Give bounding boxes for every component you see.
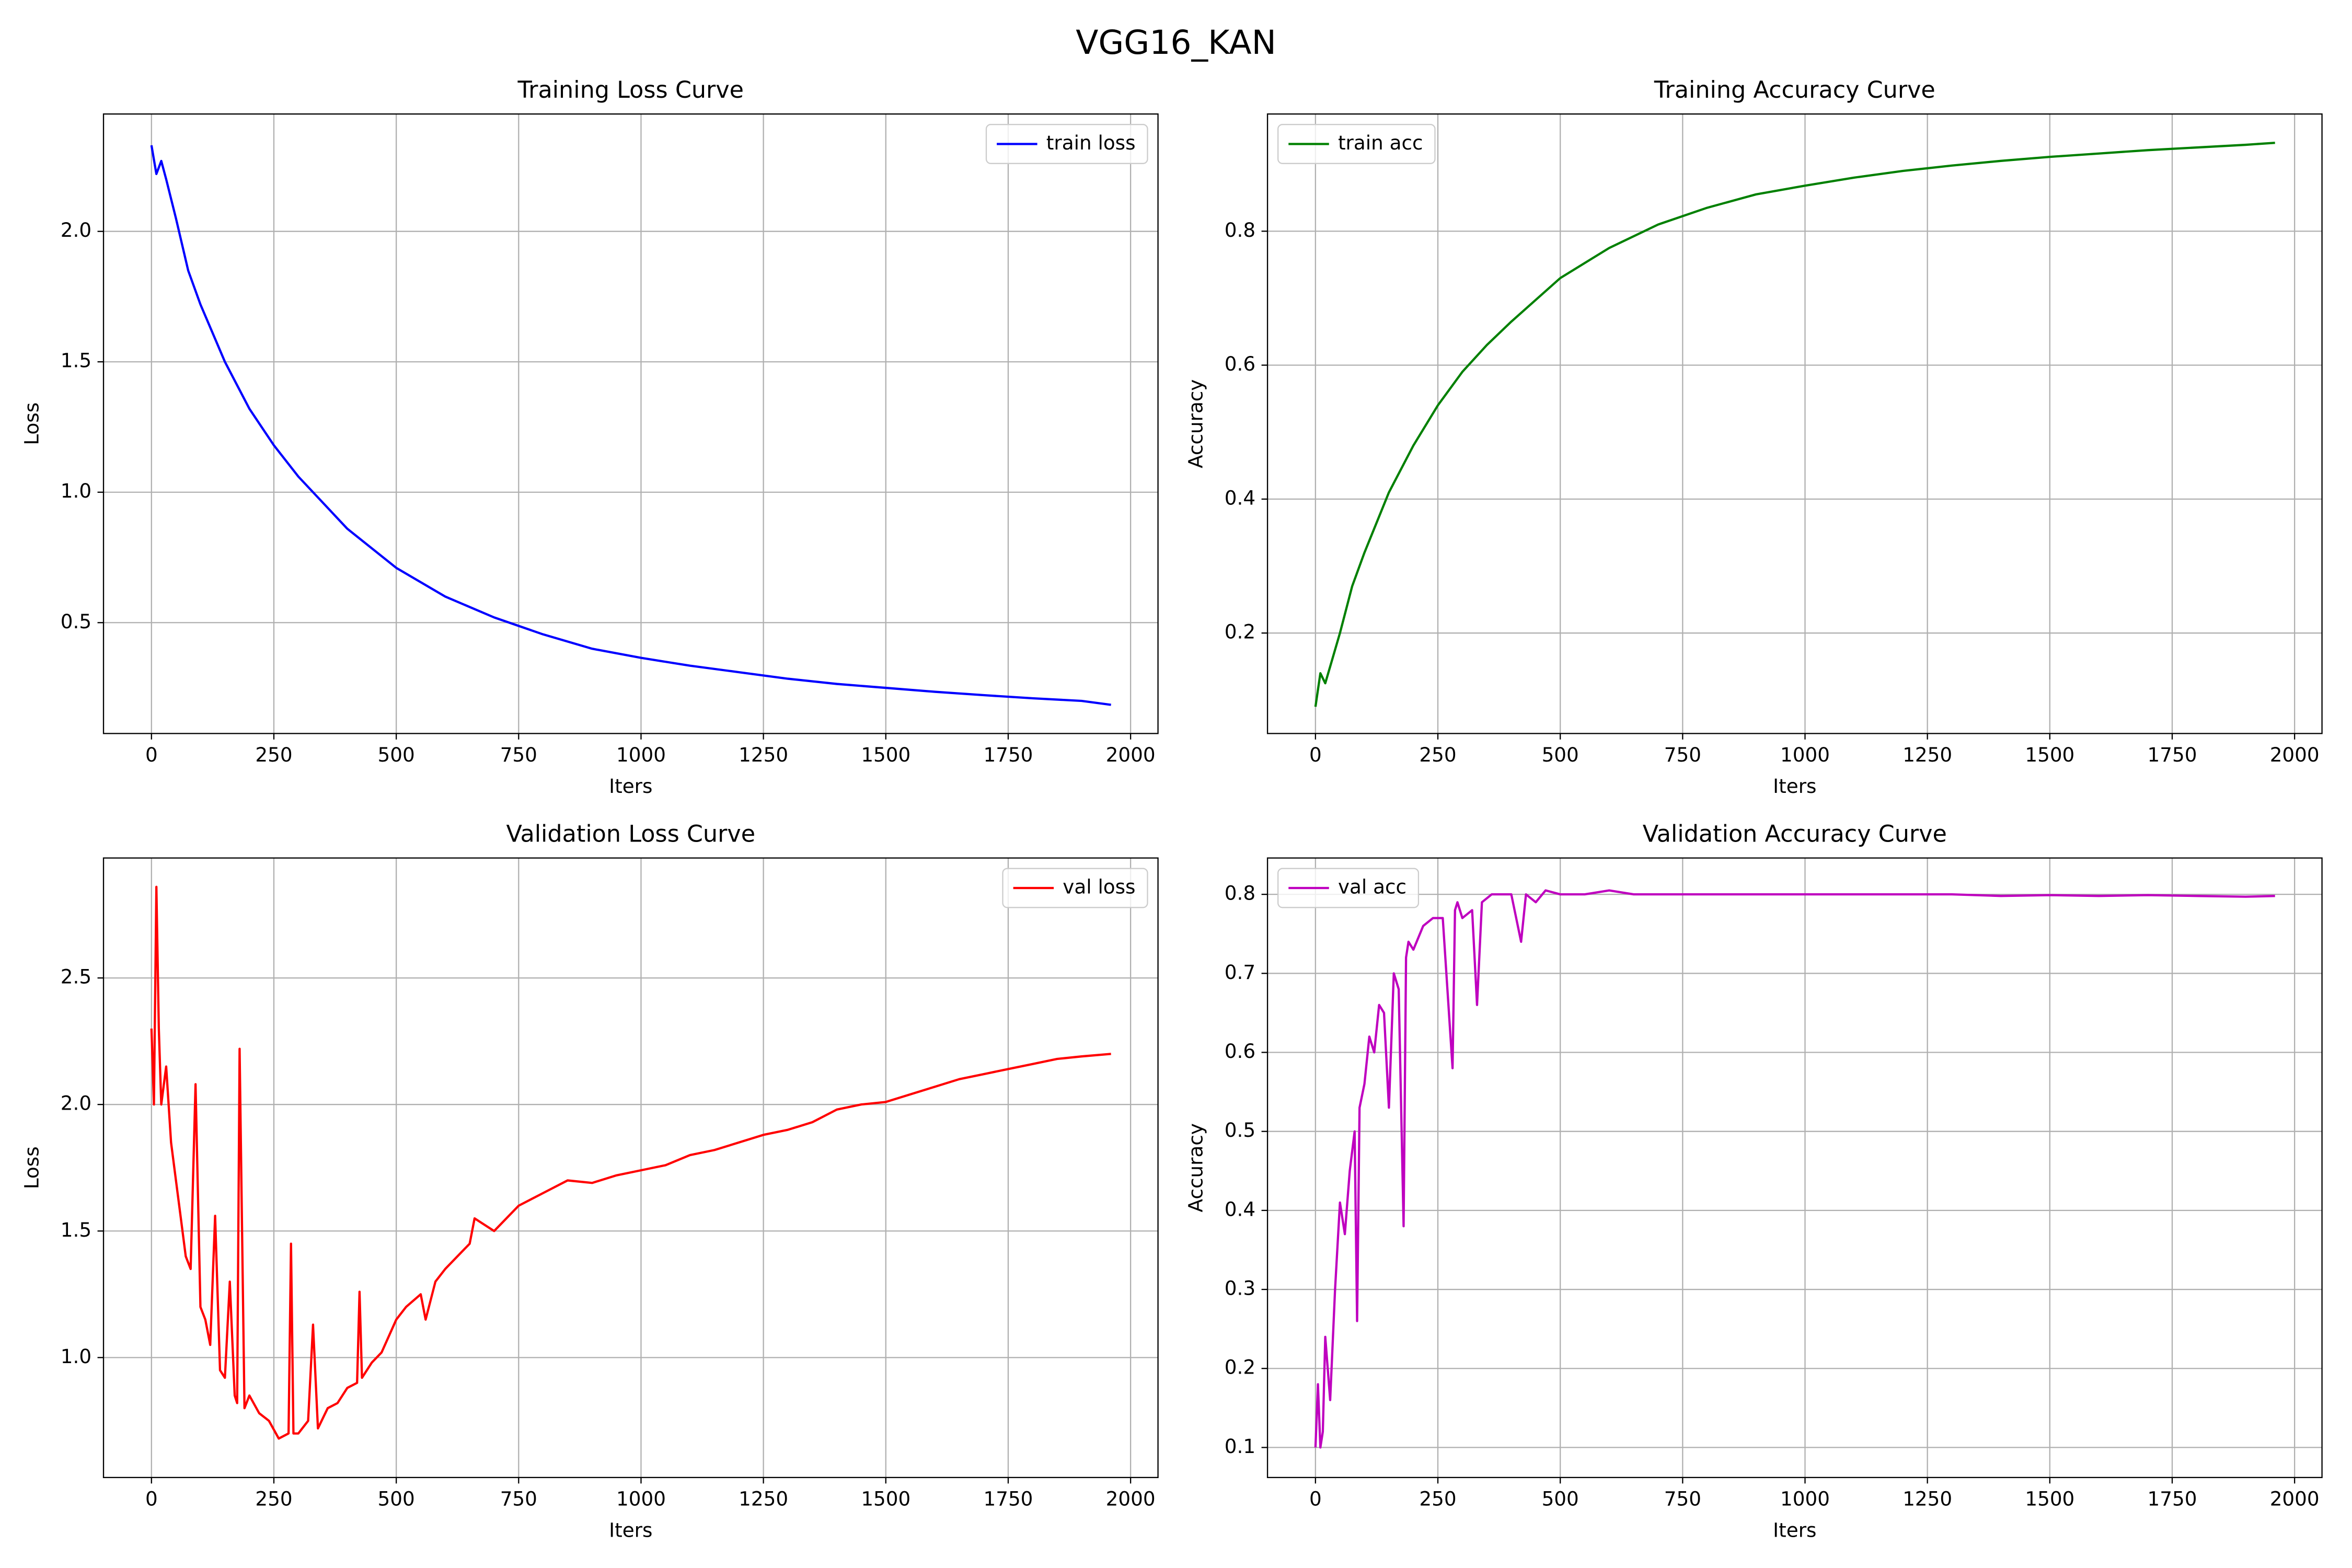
y-tick-label: 2.0 [61,218,91,241]
y-axis-label: Loss [20,402,43,445]
y-tick-label: 0.8 [1225,882,1255,905]
x-tick-label: 750 [1664,1487,1701,1510]
y-tick-label: 0.5 [1225,1119,1255,1142]
line-series [150,145,1111,706]
y-tick-label: 0.5 [61,610,91,633]
x-tick-label: 250 [255,1487,292,1510]
x-axis-label: Iters [609,1519,652,1542]
x-tick-label: 1750 [983,1487,1033,1510]
x-tick-label: 250 [1419,743,1456,766]
line-series [1314,142,2275,707]
x-tick-label: 0 [145,1487,158,1510]
axes-frame [1266,113,2323,734]
plot-area [150,885,1111,1440]
legend-label: val loss [1063,875,1135,898]
x-axis-label: Iters [1773,1519,1816,1542]
x-tick-label: 750 [500,1487,537,1510]
y-axis-label: Loss [20,1146,43,1189]
x-tick-label: 500 [1542,1487,1579,1510]
x-tick-label: 1000 [616,743,666,766]
y-axis-label: Accuracy [1184,379,1207,468]
y-tick-label: 1.0 [61,1345,91,1368]
x-tick-label: 1000 [1780,743,1830,766]
y-tick-label: 1.0 [61,479,91,502]
legend: val acc [1277,868,1420,908]
plot-area [1314,142,2275,707]
y-tick-label: 0.4 [1225,486,1255,509]
subplot-title: Training Accuracy Curve [1654,77,1935,103]
x-tick-label: 1250 [739,743,788,766]
x-tick-label: 500 [378,1487,415,1510]
x-tick-label: 500 [1542,743,1579,766]
x-tick-label: 2000 [1106,1487,1156,1510]
legend-label: train acc [1338,131,1423,154]
subplot-title: Validation Loss Curve [506,821,755,848]
legend: train acc [1277,124,1436,164]
y-tick-label: 0.1 [1225,1435,1255,1458]
y-tick-label: 1.5 [61,349,91,372]
legend-label: train loss [1046,131,1136,154]
y-tick-label: 0.2 [1225,1356,1255,1379]
x-tick-label: 1250 [739,1487,788,1510]
subplot-title: Training Loss Curve [517,77,744,103]
x-tick-label: 1500 [2025,1487,2074,1510]
plot-area [1314,889,2275,1449]
x-tick-label: 1000 [616,1487,666,1510]
legend-frame [985,124,1148,164]
x-tick-label: 1250 [1903,1487,1952,1510]
x-tick-label: 750 [1664,743,1701,766]
axes-frame [102,113,1159,734]
x-tick-label: 500 [378,743,415,766]
y-tick-label: 0.6 [1225,352,1255,375]
y-tick-label: 0.2 [1225,620,1255,643]
legend-frame [1002,868,1148,908]
y-tick-label: 0.6 [1225,1040,1255,1063]
x-tick-label: 1750 [2148,1487,2197,1510]
x-tick-label: 1750 [2148,743,2197,766]
x-tick-label: 1500 [861,1487,910,1510]
x-tick-label: 2000 [1106,743,1156,766]
y-tick-label: 0.3 [1225,1277,1255,1300]
x-tick-label: 1000 [1780,1487,1830,1510]
subplot-title: Validation Accuracy Curve [1643,821,1947,848]
plot-area [150,145,1111,706]
legend-frame [1277,124,1436,164]
legend: val loss [1002,868,1148,908]
x-tick-label: 250 [1419,1487,1456,1510]
x-axis-label: Iters [609,775,652,798]
x-tick-label: 0 [1309,1487,1322,1510]
y-tick-label: 0.4 [1225,1197,1255,1220]
x-tick-label: 0 [145,743,158,766]
x-tick-label: 1500 [861,743,910,766]
y-tick-label: 0.7 [1225,961,1255,984]
x-tick-label: 2000 [2270,1487,2320,1510]
axes-frame [102,857,1159,1479]
legend-label: val acc [1338,875,1406,898]
x-tick-label: 1750 [983,743,1033,766]
line-series [150,885,1111,1440]
x-tick-label: 750 [500,743,537,766]
x-tick-label: 1250 [1903,743,1952,766]
y-tick-label: 1.5 [61,1218,91,1241]
y-tick-label: 0.8 [1225,218,1255,241]
legend: train loss [985,124,1148,164]
legend-frame [1277,868,1420,908]
x-tick-label: 1500 [2025,743,2074,766]
figure-title: VGG16_KAN [1076,23,1276,62]
y-axis-label: Accuracy [1184,1123,1207,1212]
line-series [1314,889,2275,1449]
x-tick-label: 2000 [2270,743,2320,766]
x-tick-label: 250 [255,743,292,766]
y-tick-label: 2.0 [61,1092,91,1115]
x-tick-label: 0 [1309,743,1322,766]
y-tick-label: 2.5 [61,965,91,988]
axes-frame [1266,857,2323,1479]
x-axis-label: Iters [1773,775,1816,798]
